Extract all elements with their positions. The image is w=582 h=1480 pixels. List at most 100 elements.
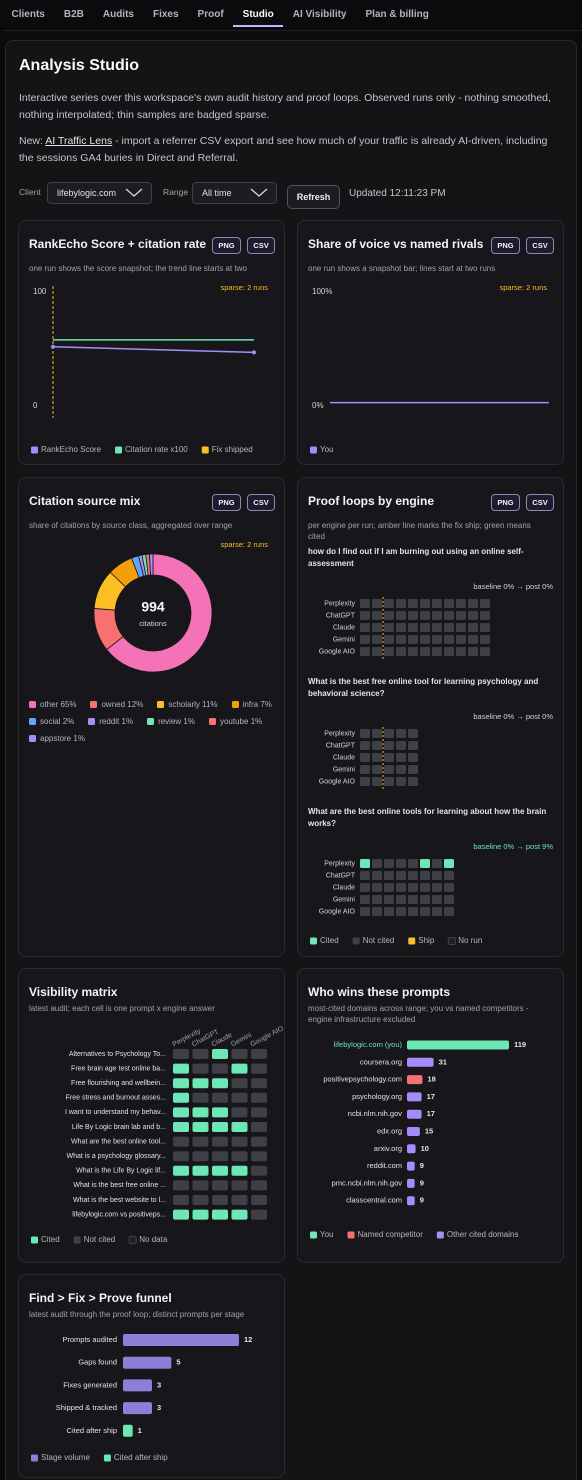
tab[interactable]: Audits — [102, 9, 134, 20]
legend-swatch — [90, 701, 98, 708]
legend-label: Cited after ship — [114, 1453, 168, 1462]
description: Interactive series over this workspace's… — [19, 92, 551, 121]
proof-cell — [360, 599, 370, 608]
legend-swatch — [103, 1454, 111, 1462]
export-button[interactable]: CSV — [526, 494, 554, 511]
bar-label: reddit.com — [367, 1161, 402, 1170]
bar-label: Prompts audited — [62, 1335, 117, 1344]
range-select[interactable]: All time — [192, 182, 277, 204]
bar-label: Shipped & tracked — [56, 1403, 117, 1412]
legend-label: youtube — [219, 717, 249, 726]
bar-value: 5 — [176, 1358, 180, 1367]
prompt-title: What is the best free online tool for le… — [308, 677, 539, 698]
proof-cell — [408, 611, 418, 620]
engine-label: Google AIO — [319, 778, 356, 785]
legend-label: Cited — [41, 1235, 60, 1244]
notice-text: - import a referrer CSV export and see h… — [19, 135, 548, 164]
matrix-cell — [251, 1063, 267, 1074]
proof-cell — [360, 895, 370, 904]
tab[interactable]: Plan & billing — [365, 9, 429, 20]
proof-cell — [408, 859, 418, 868]
bar-label: Fixes generated — [63, 1380, 117, 1389]
proof-cell — [396, 611, 406, 620]
proof-cell — [372, 729, 382, 738]
proof-cell — [396, 635, 406, 644]
tab[interactable]: Fixes — [152, 9, 179, 20]
proof-cell — [420, 635, 430, 644]
matrix-cell — [251, 1049, 267, 1059]
proof-cell — [420, 907, 430, 916]
legend-value: 2% — [62, 717, 75, 726]
legend-value: 1% — [250, 717, 263, 726]
tab[interactable]: AI Visibility — [292, 9, 347, 20]
notice-prefix: New: — [19, 135, 43, 147]
export-button[interactable]: PNG — [491, 237, 520, 254]
card-title: Find > Fix > Prove funnel — [29, 1291, 172, 1305]
export-button[interactable]: PNG — [212, 494, 241, 511]
proof-cell — [480, 599, 490, 608]
matrix-cell — [173, 1107, 189, 1118]
proof-cell — [360, 729, 370, 738]
proof-cell — [396, 765, 406, 774]
card-title: Citation source mix — [29, 494, 141, 508]
matrix-cell — [231, 1136, 248, 1147]
refresh-button[interactable]: Refresh — [287, 185, 340, 209]
proof-cell — [408, 777, 418, 786]
proof-cell — [384, 883, 394, 892]
engine-label: ChatGPT — [326, 612, 356, 619]
matrix-cell — [173, 1063, 189, 1074]
proof-cell — [372, 777, 382, 786]
legend-item: owned 12% — [90, 700, 143, 709]
export-button[interactable]: CSV — [247, 237, 275, 254]
proof-cell — [444, 599, 454, 608]
export-button[interactable]: PNG — [491, 494, 520, 511]
proof-cell — [432, 907, 442, 916]
proof-cell — [468, 635, 478, 644]
row-label: What is the best free online ... — [73, 1182, 166, 1189]
tab[interactable]: B2B — [63, 9, 84, 20]
engine-label: Gemini — [333, 766, 356, 773]
tab[interactable]: Clients — [11, 9, 45, 20]
legend-label: Not cited — [84, 1235, 116, 1244]
range-value: All time — [202, 188, 232, 198]
proof-cell — [432, 871, 442, 880]
column-label: Google AIO — [250, 1025, 284, 1048]
legend-swatch — [31, 1454, 38, 1462]
updated-time: Updated 12:11:23 PM — [349, 188, 446, 199]
export-button[interactable]: CSV — [247, 494, 275, 511]
proof-cell — [372, 871, 382, 880]
legend-label: Fix shipped — [212, 445, 253, 454]
proof-cell — [432, 883, 442, 892]
proof-cell — [384, 753, 394, 762]
chart-card: baseline 0% → post 0% Perplexity ChatGPT Cl… — [297, 477, 564, 957]
proof-cell — [408, 907, 418, 916]
notice-link[interactable]: AI Traffic Lens — [45, 135, 113, 147]
proof-cell — [384, 871, 394, 880]
legend-swatch — [29, 718, 36, 725]
legend-swatch — [201, 446, 209, 454]
legend-swatch — [128, 1236, 137, 1244]
tab[interactable]: Proof — [197, 9, 224, 20]
bar — [407, 1127, 420, 1136]
matrix-cell — [212, 1151, 228, 1162]
proof-cell — [360, 647, 370, 656]
bar — [123, 1379, 152, 1392]
proof-cell — [480, 623, 490, 632]
client-select[interactable]: lifebylogic.com — [47, 182, 152, 204]
engine-label: Google AIO — [319, 648, 356, 655]
bar-value: 3 — [157, 1380, 161, 1389]
legend-swatch — [31, 1236, 38, 1244]
proof-cell — [408, 729, 418, 738]
bar-value: 9 — [420, 1178, 424, 1187]
legend-item: reddit 1% — [88, 717, 133, 726]
matrix-cell — [173, 1049, 189, 1059]
export-button[interactable]: CSV — [526, 237, 554, 254]
bar — [407, 1075, 423, 1085]
donut-slice — [106, 553, 213, 673]
export-button[interactable]: PNG — [212, 237, 241, 254]
tab-active[interactable]: Studio — [233, 0, 284, 27]
client-value: lifebylogic.com — [57, 188, 117, 198]
notice: New: AI Traffic Lens - import a referrer… — [19, 133, 561, 166]
chart-card: lifebylogic.com (you) 119 coursera.org 31 po… — [297, 968, 564, 1263]
proof-cell — [360, 623, 370, 632]
